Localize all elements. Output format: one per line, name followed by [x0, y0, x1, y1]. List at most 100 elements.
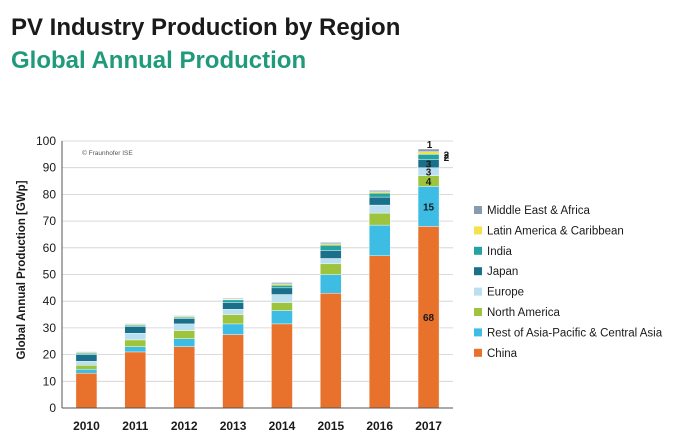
bar-segment	[124, 323, 147, 325]
y-tick-label: 80	[43, 187, 57, 201]
axes: 0 10 20 30 40 50 60 70 80 90 100 2010 2011 2012 2013 20…	[36, 134, 453, 433]
bar-segment	[75, 373, 98, 409]
legend-swatch	[474, 328, 482, 337]
y-tick-label: 60	[43, 241, 57, 255]
y-tick-label: 90	[43, 161, 57, 175]
bar-segment	[320, 263, 342, 275]
y-tick-label: 10	[43, 374, 57, 388]
legend-label: Middle East & Africa	[487, 205, 591, 217]
legend-swatch	[474, 267, 482, 276]
bar-segment	[222, 298, 244, 300]
bar-segment	[417, 151, 440, 155]
bar-segment	[368, 224, 391, 257]
legend-label: North America	[487, 307, 560, 319]
bar-segment	[320, 274, 342, 294]
bar-segment	[271, 310, 293, 325]
y-axis-label: Global Annual Production [GWp]	[16, 180, 28, 359]
page-title: PV Industry Production by Region	[11, 14, 401, 41]
bar-segment	[173, 338, 195, 347]
bar-segment	[75, 361, 98, 366]
bar-segment	[320, 292, 342, 409]
data-label: 3	[426, 168, 432, 179]
legend-swatch	[474, 287, 482, 296]
bar-segment	[124, 339, 147, 347]
bar-segment	[320, 244, 342, 251]
y-tick-label: 20	[43, 348, 57, 362]
bar-segment	[173, 318, 195, 325]
bar-segment	[368, 196, 391, 206]
bar-segment	[75, 353, 98, 355]
legend-label: Rest of Asia-Pacific & Central Asia	[487, 327, 663, 339]
data-label: 2	[444, 153, 450, 164]
bar-segment	[173, 317, 195, 319]
bar-segment	[271, 283, 293, 286]
bar-segment	[173, 315, 195, 317]
page-subtitle: Global Annual Production	[11, 47, 307, 74]
bar-segment	[368, 191, 391, 194]
data-label: 68	[423, 313, 435, 324]
x-tick-label: 2014	[269, 419, 296, 433]
x-tick-label: 2016	[366, 419, 393, 433]
x-tick-label: 2015	[317, 419, 344, 433]
bar-segment	[222, 299, 244, 303]
bar-segment	[271, 323, 293, 409]
bar-segment	[368, 212, 391, 226]
bar-segment	[417, 148, 440, 152]
bar-segment	[222, 309, 244, 315]
bar-segment	[271, 284, 293, 289]
y-tick-label: 100	[36, 134, 56, 148]
bar-segment	[124, 351, 147, 409]
x-tick-label: 2013	[220, 419, 247, 433]
bar-segment	[222, 302, 244, 310]
legend-label: China	[487, 348, 518, 360]
bar-segment	[124, 325, 147, 327]
y-tick-label: 0	[49, 401, 56, 415]
bar-segment	[271, 302, 293, 311]
bar-segment	[75, 369, 98, 374]
bar-segment	[368, 204, 391, 214]
data-label: 4	[426, 177, 432, 188]
x-tick-label: 2012	[171, 419, 198, 433]
gridlines	[62, 140, 453, 409]
legend-label: Latin America & Caribbean	[487, 225, 624, 237]
bar-segment	[368, 255, 391, 409]
y-tick-label: 50	[43, 268, 57, 282]
legend-label: Japan	[487, 266, 518, 278]
data-label: 1	[427, 140, 433, 151]
bar-segment	[173, 323, 195, 331]
bar-segment	[368, 192, 391, 198]
y-tick-label: 30	[43, 321, 57, 335]
bar-segment	[75, 365, 98, 370]
bar-segment	[75, 354, 98, 362]
bars	[75, 148, 440, 409]
legend-swatch	[474, 246, 482, 255]
bar-segment	[320, 242, 342, 244]
bar-segment	[173, 346, 195, 409]
x-tick-label: 2010	[73, 419, 100, 433]
legend-label: Europe	[487, 287, 524, 299]
bar-segment	[271, 294, 293, 303]
x-tick-label: 2017	[415, 419, 442, 433]
legend-swatch	[474, 308, 482, 316]
bar-segment	[368, 190, 391, 192]
y-tick-label: 40	[43, 294, 57, 308]
bar-segment	[271, 282, 293, 285]
bar-segment	[320, 250, 342, 259]
y-tick-label: 70	[43, 214, 57, 228]
bar-segment	[75, 351, 98, 353]
bar-segment	[222, 314, 244, 325]
legend-swatch	[474, 206, 482, 214]
legend-label: India	[487, 246, 513, 258]
legend: Middle East & Africa Latin America & Cari…	[474, 205, 663, 360]
bar-segment	[320, 258, 342, 265]
data-label: 2	[444, 151, 450, 162]
bar-segment	[222, 334, 244, 409]
bar-segment	[271, 287, 293, 295]
bar-segment	[124, 326, 147, 334]
bar-segment	[124, 333, 147, 341]
bar-segment	[173, 330, 195, 339]
data-label: 3	[426, 160, 432, 171]
legend-swatch	[474, 226, 482, 235]
